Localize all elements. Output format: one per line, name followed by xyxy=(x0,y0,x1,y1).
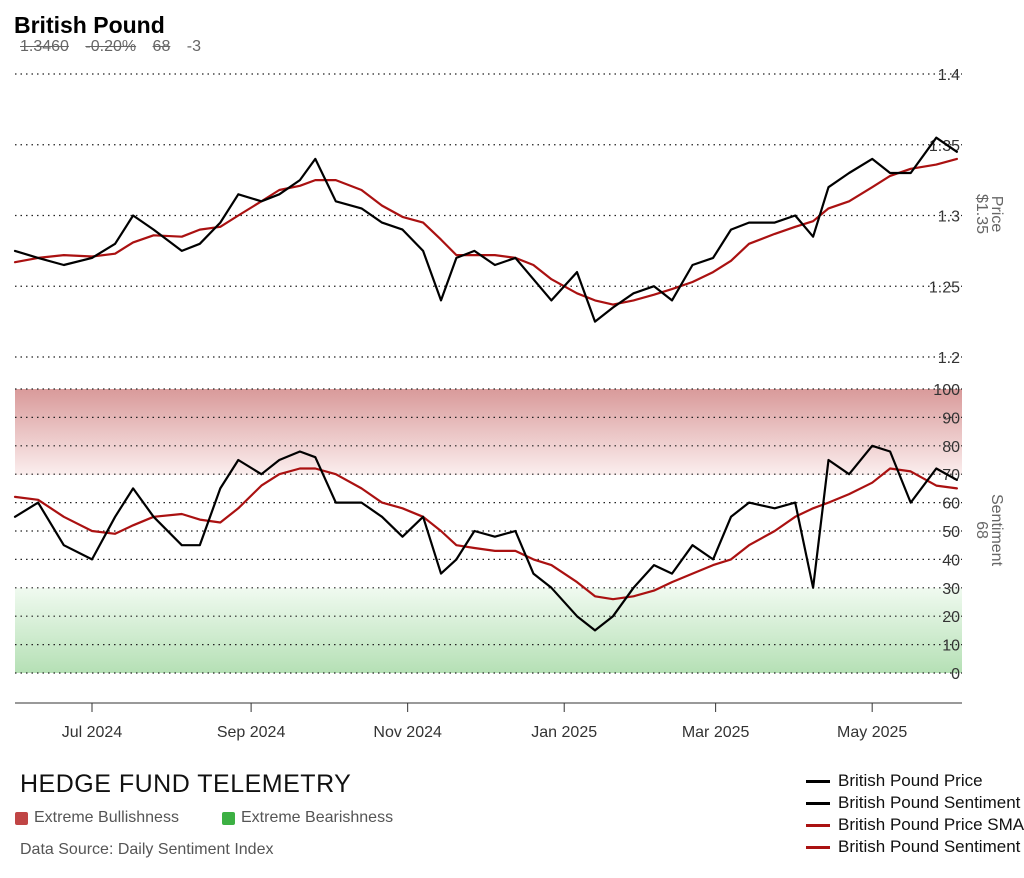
legend: British Pound Price British Pound Sentim… xyxy=(806,770,1024,858)
legend-label: British Pound Sentiment xyxy=(838,793,1021,812)
extreme-bullish-zone xyxy=(15,389,962,475)
legend-item[interactable]: British Pound Sentiment SMA xyxy=(806,836,1024,858)
sentiment-tick-label: 80 xyxy=(942,439,960,456)
price-tick-label: 1.2 xyxy=(938,350,960,367)
sentiment-tick-label: 50 xyxy=(942,524,960,541)
price-axis-value: $1.35 xyxy=(973,194,990,234)
sentiment-series-0 xyxy=(13,444,959,632)
sentiment-series-1 xyxy=(13,467,959,601)
legend-label: British Pound Price xyxy=(838,771,983,790)
x-tick-label: Jul 2024 xyxy=(62,724,123,741)
bullish-key: Extreme Bullishness xyxy=(15,809,179,827)
bearish-key: Extreme Bearishness xyxy=(222,809,393,827)
x-tick-label: Jan 2025 xyxy=(531,724,597,741)
sentiment-readout: 68 xyxy=(152,38,171,55)
sentiment-tick-label: 20 xyxy=(942,609,960,626)
price-readout: 1.3460 xyxy=(20,38,69,55)
brand-name: HEDGE FUND TELEMETRY xyxy=(20,770,352,798)
x-tick-label: Sep 2024 xyxy=(217,724,286,741)
legend-label: British Pound Sentiment SMA xyxy=(838,837,1024,856)
price-tick-label: 1.3 xyxy=(938,209,960,226)
legend-item[interactable]: British Pound Price SMA xyxy=(806,814,1024,836)
bearish-swatch xyxy=(222,811,235,825)
chart-svg: 1.41.351.31.251.21009080706050403020100 … xyxy=(13,67,1005,741)
price-axis-title: Price xyxy=(988,196,1005,233)
price-change-readout: -0.20% xyxy=(85,38,137,55)
sentiment-tick-label: 90 xyxy=(942,410,960,427)
legend-line xyxy=(806,801,830,805)
bullish-key-label: Extreme Bullishness xyxy=(34,809,179,826)
legend-label: British Pound Price SMA xyxy=(838,815,1024,834)
sentiment-axis-value: 68 xyxy=(973,521,990,539)
bearish-key-label: Extreme Bearishness xyxy=(241,809,394,826)
legend-line xyxy=(806,823,830,827)
x-tick-label: Nov 2024 xyxy=(373,724,442,741)
sentiment-tick-label: 10 xyxy=(942,638,960,655)
header-stats: 1.3460 -0.20% 68 -3 xyxy=(20,38,213,56)
x-tick-label: Mar 2025 xyxy=(682,724,750,741)
legend-item[interactable]: British Pound Price xyxy=(806,770,1024,792)
x-tick-label: May 2025 xyxy=(837,724,907,741)
sentiment-tick-label: 100 xyxy=(933,382,960,399)
price-series-1 xyxy=(13,157,959,306)
sentiment-axis-title: Sentiment xyxy=(988,494,1005,567)
chart-title: British Pound xyxy=(14,12,165,38)
bullish-swatch xyxy=(15,811,28,825)
sentiment-tick-label: 30 xyxy=(942,581,960,598)
data-source: Data Source: Daily Sentiment Index xyxy=(20,841,274,858)
sentiment-tick-label: 40 xyxy=(942,552,960,569)
extreme-bearish-zone xyxy=(15,588,962,673)
price-tick-label: 1.35 xyxy=(929,138,960,155)
sentiment-tick-label: 60 xyxy=(942,496,960,513)
legend-item[interactable]: British Pound Sentiment xyxy=(806,792,1024,814)
sentiment-tick-label: 0 xyxy=(951,666,960,683)
price-tick-label: 1.25 xyxy=(929,279,960,296)
sentiment-change-readout: -3 xyxy=(186,38,202,55)
legend-line xyxy=(806,845,830,849)
legend-line xyxy=(806,779,830,783)
price-tick-label: 1.4 xyxy=(938,67,960,84)
price-series-0 xyxy=(13,136,959,323)
